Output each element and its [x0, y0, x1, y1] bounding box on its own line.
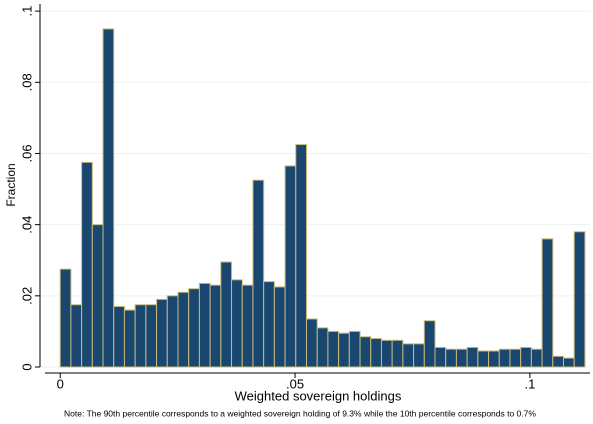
note: Note: The 90th percentile corresponds to… — [64, 408, 536, 418]
y-tick-label: .06 — [19, 144, 34, 162]
bar — [488, 350, 500, 368]
bar — [305, 318, 318, 368]
bar — [252, 179, 265, 368]
bar — [455, 348, 468, 368]
bar — [423, 320, 436, 368]
bar — [91, 224, 104, 368]
bar — [263, 281, 275, 368]
bar — [573, 231, 586, 368]
bar — [477, 350, 490, 368]
x-tick-label: .1 — [524, 376, 535, 391]
bar — [113, 306, 125, 368]
bar — [220, 261, 233, 368]
bar — [156, 298, 168, 368]
y-tick-label: 0 — [19, 363, 34, 370]
y-tick-label: .08 — [19, 73, 34, 91]
bar — [359, 336, 372, 368]
y-tick-label: .02 — [19, 287, 34, 305]
bar — [295, 144, 307, 368]
y-tick-label: .1 — [19, 6, 34, 17]
bar — [134, 304, 147, 368]
bar — [541, 238, 554, 368]
bar — [530, 348, 543, 368]
bar — [413, 343, 425, 368]
bar — [177, 291, 190, 368]
x-tick-label: .05 — [286, 376, 304, 391]
bar — [520, 346, 532, 368]
bar — [166, 295, 179, 368]
bar — [402, 343, 415, 368]
bar — [563, 357, 575, 368]
y-axis-title: Fraction — [4, 163, 18, 206]
bar — [434, 346, 447, 368]
bar — [509, 348, 522, 368]
bar — [241, 284, 254, 368]
bar — [498, 348, 511, 368]
bar — [316, 327, 329, 368]
bar — [380, 339, 393, 368]
bar — [231, 279, 243, 368]
bar — [145, 304, 158, 368]
bar — [188, 288, 200, 368]
y-tick-label: .04 — [19, 216, 34, 234]
x-axis-title: Weighted sovereign holdings — [235, 388, 402, 403]
bar — [209, 284, 222, 368]
bar — [552, 355, 565, 368]
bar — [198, 282, 211, 368]
bar — [391, 339, 404, 368]
bar — [370, 338, 382, 368]
bar — [102, 28, 115, 368]
bar — [273, 286, 286, 368]
bar — [338, 332, 350, 368]
bar — [123, 309, 136, 368]
bar — [59, 268, 72, 368]
bar — [348, 330, 361, 368]
bar — [445, 348, 457, 368]
bar — [70, 304, 83, 368]
bar — [466, 346, 479, 368]
bar — [284, 165, 297, 368]
bar — [81, 161, 93, 368]
x-tick-label: 0 — [57, 376, 64, 391]
bar — [327, 330, 340, 368]
